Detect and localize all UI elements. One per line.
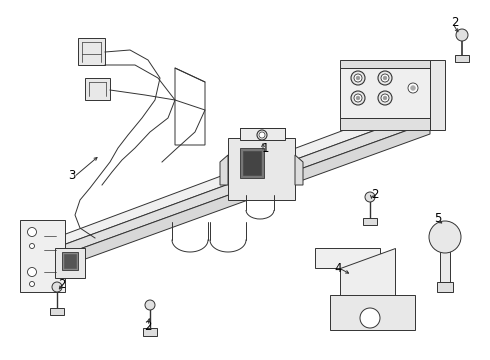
Polygon shape: [55, 122, 430, 270]
Circle shape: [27, 228, 36, 237]
Circle shape: [411, 86, 416, 90]
Circle shape: [456, 29, 468, 41]
Circle shape: [351, 91, 365, 105]
Polygon shape: [330, 295, 415, 330]
Circle shape: [356, 96, 360, 100]
Bar: [64, 254, 76, 268]
Circle shape: [360, 308, 380, 328]
Polygon shape: [55, 98, 430, 248]
Polygon shape: [228, 138, 295, 200]
Circle shape: [365, 192, 375, 202]
Polygon shape: [50, 308, 64, 315]
Circle shape: [259, 132, 265, 138]
Bar: [240, 148, 264, 178]
Polygon shape: [55, 110, 430, 258]
Polygon shape: [340, 60, 430, 68]
Circle shape: [381, 94, 389, 102]
Polygon shape: [315, 248, 380, 268]
Polygon shape: [295, 155, 303, 185]
Polygon shape: [340, 68, 430, 118]
Circle shape: [145, 300, 155, 310]
Circle shape: [383, 76, 387, 80]
Text: 4: 4: [334, 261, 342, 275]
Polygon shape: [430, 60, 445, 130]
Bar: [243, 151, 261, 175]
Circle shape: [429, 221, 461, 253]
Polygon shape: [55, 248, 85, 278]
Polygon shape: [20, 220, 65, 292]
Circle shape: [257, 130, 267, 140]
Text: 2: 2: [451, 15, 459, 28]
Polygon shape: [85, 78, 110, 100]
Polygon shape: [437, 282, 453, 292]
Circle shape: [378, 71, 392, 85]
Circle shape: [378, 91, 392, 105]
Polygon shape: [455, 55, 469, 62]
Circle shape: [354, 94, 362, 102]
Polygon shape: [440, 248, 450, 282]
Polygon shape: [78, 38, 105, 65]
Circle shape: [29, 243, 34, 248]
Text: 5: 5: [434, 212, 441, 225]
Circle shape: [29, 282, 34, 287]
Circle shape: [383, 96, 387, 100]
Circle shape: [27, 267, 36, 276]
Circle shape: [408, 83, 418, 93]
Circle shape: [356, 76, 360, 80]
Circle shape: [52, 282, 62, 292]
Circle shape: [351, 71, 365, 85]
Text: 2: 2: [144, 320, 152, 333]
Polygon shape: [143, 328, 157, 336]
Polygon shape: [363, 218, 377, 225]
Text: 2: 2: [58, 278, 66, 291]
Bar: [62, 252, 78, 270]
Text: 3: 3: [68, 168, 75, 181]
Circle shape: [381, 74, 389, 82]
Circle shape: [354, 74, 362, 82]
Text: 2: 2: [371, 188, 379, 201]
Polygon shape: [240, 128, 285, 140]
Polygon shape: [340, 248, 395, 320]
Text: 1: 1: [261, 141, 269, 154]
Polygon shape: [340, 118, 430, 130]
Polygon shape: [220, 155, 228, 185]
